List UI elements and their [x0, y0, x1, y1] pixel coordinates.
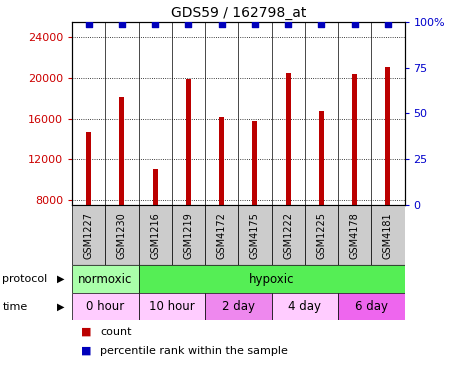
Bar [338, 293, 405, 320]
Text: 10 hour: 10 hour [149, 300, 195, 313]
Text: protocol: protocol [2, 274, 47, 284]
Bar [186, 79, 191, 205]
Point [285, 21, 292, 27]
Text: 2 day: 2 day [222, 300, 255, 313]
Bar [385, 67, 391, 205]
Bar [72, 205, 105, 265]
Text: GSM1230: GSM1230 [117, 212, 127, 259]
Bar [319, 111, 324, 205]
Text: hypoxic: hypoxic [249, 273, 294, 285]
Point [85, 21, 93, 27]
Bar [219, 116, 224, 205]
Bar [352, 74, 357, 205]
Text: count: count [100, 327, 132, 337]
Text: percentile rank within the sample: percentile rank within the sample [100, 346, 288, 355]
Bar [72, 293, 139, 320]
Text: GSM4175: GSM4175 [250, 212, 260, 259]
Text: GSM1225: GSM1225 [316, 212, 326, 259]
Text: ▶: ▶ [57, 274, 64, 284]
Text: 4 day: 4 day [288, 300, 321, 313]
Text: 0 hour: 0 hour [86, 300, 125, 313]
Bar [372, 205, 405, 265]
Text: 6 day: 6 day [355, 300, 388, 313]
Title: GDS59 / 162798_at: GDS59 / 162798_at [171, 5, 306, 19]
Bar [139, 205, 172, 265]
Bar [139, 293, 205, 320]
Bar [239, 205, 272, 265]
Text: GSM1216: GSM1216 [150, 212, 160, 259]
Bar [305, 205, 338, 265]
Point [351, 21, 359, 27]
Point [218, 21, 226, 27]
Bar [272, 293, 338, 320]
Text: ■: ■ [81, 346, 92, 355]
Bar [205, 293, 272, 320]
Bar [153, 169, 158, 205]
Text: GSM4181: GSM4181 [383, 212, 393, 259]
Text: GSM1227: GSM1227 [84, 212, 94, 259]
Point [152, 21, 159, 27]
Bar [272, 205, 305, 265]
Bar [286, 73, 291, 205]
Text: time: time [2, 302, 27, 311]
Point [118, 21, 126, 27]
Bar [120, 97, 125, 205]
Point [185, 21, 192, 27]
Bar [139, 265, 405, 293]
Text: GSM4178: GSM4178 [350, 212, 360, 259]
Text: ■: ■ [81, 327, 92, 337]
Bar [205, 205, 239, 265]
Text: GSM1222: GSM1222 [283, 212, 293, 259]
Point [318, 21, 325, 27]
Point [251, 21, 259, 27]
Bar [86, 132, 91, 205]
Bar [105, 205, 139, 265]
Bar [338, 205, 371, 265]
Bar [172, 205, 205, 265]
Bar [72, 265, 139, 293]
Point [384, 21, 392, 27]
Text: GSM4172: GSM4172 [217, 212, 227, 259]
Text: GSM1219: GSM1219 [183, 212, 193, 259]
Bar [252, 120, 258, 205]
Text: normoxic: normoxic [78, 273, 133, 285]
Text: ▶: ▶ [57, 302, 64, 311]
